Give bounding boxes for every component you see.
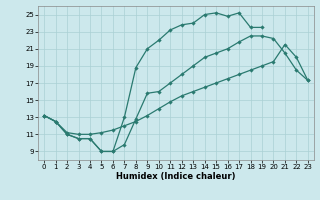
- X-axis label: Humidex (Indice chaleur): Humidex (Indice chaleur): [116, 172, 236, 181]
